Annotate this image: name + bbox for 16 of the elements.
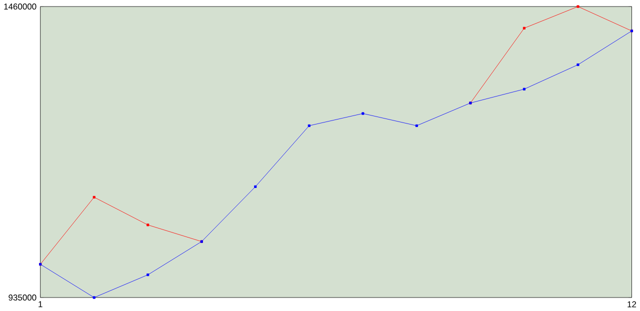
point (254, 186, 257, 188)
point (308, 124, 310, 128)
point (146, 274, 150, 276)
point (576, 64, 580, 66)
point (576, 5, 580, 8)
point (362, 112, 364, 115)
point (92, 196, 96, 199)
point (415, 124, 418, 128)
x-tick-label: 1 (38, 301, 42, 308)
point (522, 27, 526, 30)
x-tick-label: 12 (628, 301, 636, 308)
point (146, 224, 150, 226)
y-tick-label: 1460000 (4, 4, 36, 10)
y-tick-label: 935000 (8, 294, 36, 301)
point (522, 88, 526, 91)
point (92, 296, 96, 299)
